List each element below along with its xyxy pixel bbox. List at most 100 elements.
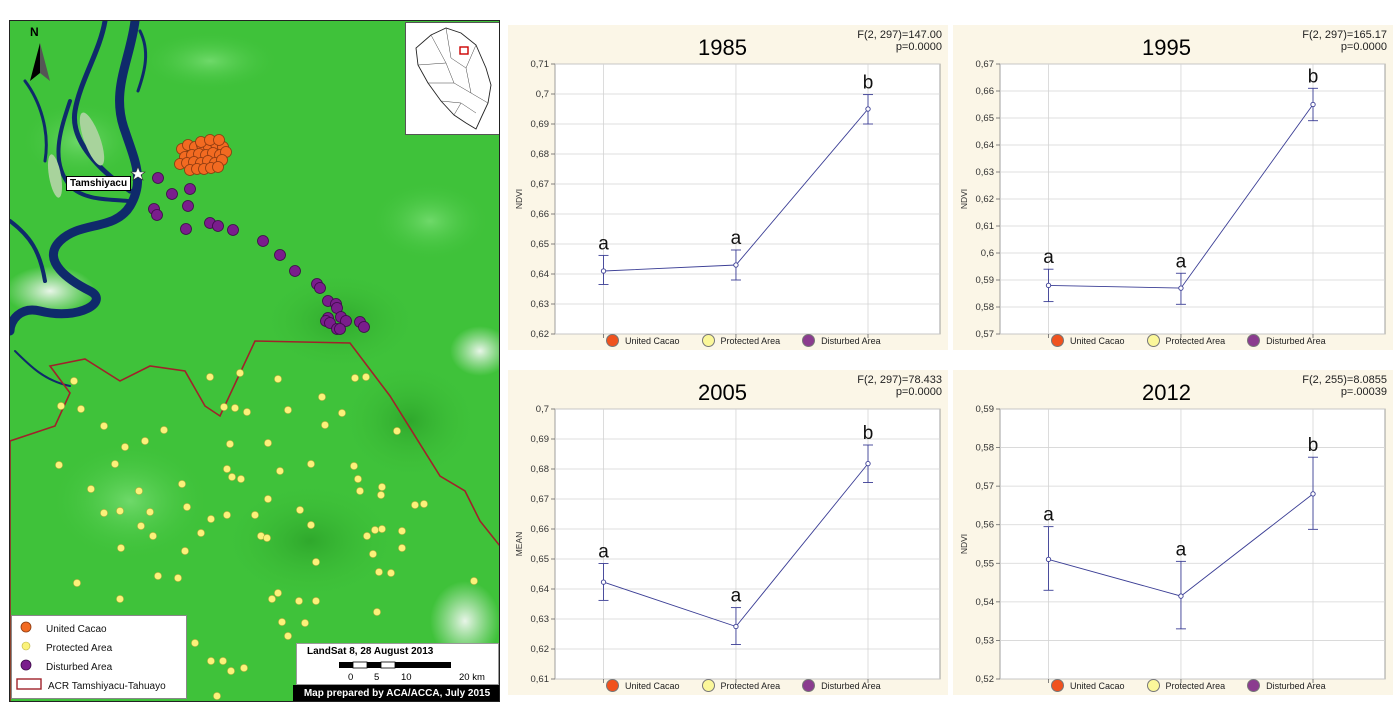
protected-area-point: [373, 608, 381, 616]
mean-point: [733, 262, 739, 268]
legend-dot-icon: [1146, 334, 1160, 347]
plot-area: [554, 63, 941, 335]
group-letter: a: [1043, 505, 1054, 526]
f-statistic: F(2, 297)=147.00: [857, 29, 942, 41]
protected-area-point: [154, 572, 162, 580]
protected-area-point: [121, 443, 129, 451]
legend-label: United Cacao: [625, 680, 680, 691]
legend-label: Protected Area: [720, 335, 781, 346]
north-arrow-icon: [30, 43, 50, 81]
y-tick-label: 0,62: [976, 194, 995, 205]
peru-inset-map: [405, 22, 499, 135]
scale-bar: LandSat 8, 28 August 2013 0 5 10 20 km: [296, 643, 499, 685]
legend-label: Disturbed Area: [821, 335, 881, 346]
legend-label: United Cacao: [1070, 335, 1125, 346]
y-tick-label: 0,64: [531, 584, 550, 595]
mean-point: [1045, 282, 1052, 289]
legend-label: Disturbed Area: [1266, 335, 1326, 346]
legend-dot-icon: [606, 334, 619, 347]
protected-area-point: [237, 475, 245, 483]
map-credit: Map prepared by ACA/ACCA, July 2015: [293, 685, 499, 701]
disturbed-area-point: [358, 321, 370, 333]
mean-point: [1310, 491, 1316, 497]
disturbed-area-point: [184, 183, 196, 195]
y-tick-label: 0,58: [976, 443, 995, 454]
y-tick-label: 0,66: [976, 86, 995, 97]
y-tick-label: 0,59: [976, 404, 995, 415]
p-value: p=.00039: [1340, 386, 1387, 398]
chart-svg: 0,57 0,58 0,59 0,6 0,61 0,62 0,63 0,64 0,65 0,66 0…: [959, 59, 1386, 340]
disturbed-area-point: [334, 323, 346, 335]
protected-area-point: [219, 657, 227, 665]
group-letter: b: [863, 73, 874, 94]
group-letter: a: [1176, 251, 1187, 272]
f-statistic: F(2, 255)=8.0855: [1302, 374, 1387, 386]
y-tick-label: 0,63: [531, 614, 550, 625]
protected-area-point: [307, 460, 315, 468]
mean-point: [1045, 556, 1052, 563]
chart-title: 2012: [1142, 380, 1191, 405]
protected-area-point: [191, 639, 199, 647]
y-tick-label: 0,7: [536, 404, 549, 415]
scale-tick: 10: [401, 672, 412, 683]
mean-point: [733, 623, 739, 630]
chart-panel-1985: 0,62 0,63 0,64 0,65 0,66 0,67 0,68 0,69 0,7 0,71 N…: [508, 25, 948, 350]
legend-item-disturbed-area: Disturbed Area: [20, 659, 112, 675]
legend-label: Disturbed Area: [821, 680, 881, 691]
protected-area-point: [223, 465, 231, 473]
chart-panel-2005: 0,61 0,62 0,63 0,64 0,65 0,66 0,67 0,68 0,69 0,7 M…: [508, 370, 948, 695]
protected-area-point: [378, 483, 386, 491]
united-cacao-point: [212, 161, 224, 173]
legend-item-united-cacao: United Cacao: [20, 621, 107, 637]
scale-tick: 5: [374, 672, 380, 683]
y-tick-label: 0,55: [976, 558, 995, 569]
protected-area-point: [375, 568, 383, 576]
protected-area-point: [178, 480, 186, 488]
protected-area-point: [149, 532, 157, 540]
legend-dot-icon: [1247, 679, 1261, 692]
y-tick-label: 0,61: [531, 674, 550, 685]
y-tick-label: 0,64: [531, 269, 550, 280]
orange-circle-icon: [20, 621, 32, 635]
protected-area-point: [264, 439, 272, 447]
protected-area-point: [301, 619, 309, 627]
chart-legend: United Cacao Protected Area Disturbed Area: [1043, 334, 1340, 347]
group-letter: a: [598, 542, 609, 563]
protected-area-point: [398, 527, 406, 535]
protected-area-point: [307, 521, 315, 529]
protected-area-point: [312, 597, 320, 605]
p-value: p=0.0000: [1340, 41, 1387, 53]
group-letter: a: [1043, 247, 1054, 268]
protected-area-point: [73, 579, 81, 587]
y-tick-label: 0,64: [976, 140, 995, 151]
chart-title: 2005: [698, 380, 747, 405]
protected-area-point: [243, 408, 251, 416]
disturbed-area-point: [166, 188, 178, 200]
y-tick-label: 0,67: [531, 494, 550, 505]
protected-area-point: [87, 485, 95, 493]
protected-area-point: [70, 377, 78, 385]
y-tick-label: 0,68: [531, 464, 550, 475]
legend-label: Protected Area: [1165, 335, 1226, 346]
protected-area-point: [228, 473, 236, 481]
protected-area-point: [312, 558, 320, 566]
group-letter: a: [731, 228, 742, 249]
disturbed-area-point: [289, 265, 301, 277]
protected-area-point: [264, 495, 272, 503]
legend-label: Protected Area: [720, 680, 781, 691]
f-statistic: F(2, 297)=78.433: [857, 374, 942, 386]
y-tick-label: 0,62: [531, 329, 550, 340]
chart-legend: United Cacao Protected Area Disturbed Area: [598, 334, 895, 347]
chart-legend: United Cacao Protected Area Disturbed Area: [1043, 679, 1340, 692]
protected-area-point: [284, 406, 292, 414]
protected-area-point: [350, 462, 358, 470]
y-tick-label: 0,67: [531, 179, 550, 190]
protected-area-point: [174, 574, 182, 582]
protected-area-point: [338, 409, 346, 417]
river-islands: [47, 112, 105, 198]
amazon-river: [10, 21, 148, 387]
y-tick-label: 0,58: [976, 302, 995, 313]
protected-area-point: [387, 569, 395, 577]
plot-area: [554, 408, 941, 680]
protected-area-point: [236, 369, 244, 377]
